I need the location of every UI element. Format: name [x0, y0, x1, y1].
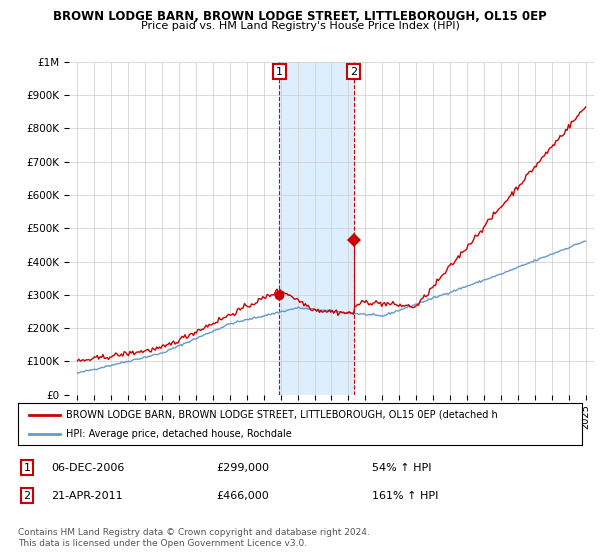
Text: 2: 2 [23, 491, 31, 501]
Text: 06-DEC-2006: 06-DEC-2006 [51, 463, 124, 473]
Text: HPI: Average price, detached house, Rochdale: HPI: Average price, detached house, Roch… [66, 429, 292, 439]
Text: 1: 1 [276, 67, 283, 77]
Text: 2: 2 [350, 67, 357, 77]
Text: Price paid vs. HM Land Registry's House Price Index (HPI): Price paid vs. HM Land Registry's House … [140, 21, 460, 31]
Text: BROWN LODGE BARN, BROWN LODGE STREET, LITTLEBOROUGH, OL15 0EP: BROWN LODGE BARN, BROWN LODGE STREET, LI… [53, 10, 547, 23]
Text: £299,000: £299,000 [216, 463, 269, 473]
Text: 1: 1 [23, 463, 31, 473]
Text: 54% ↑ HPI: 54% ↑ HPI [372, 463, 431, 473]
Text: 161% ↑ HPI: 161% ↑ HPI [372, 491, 439, 501]
Text: BROWN LODGE BARN, BROWN LODGE STREET, LITTLEBOROUGH, OL15 0EP (detached h: BROWN LODGE BARN, BROWN LODGE STREET, LI… [66, 409, 497, 419]
Text: 21-APR-2011: 21-APR-2011 [51, 491, 122, 501]
Text: £466,000: £466,000 [216, 491, 269, 501]
Text: Contains HM Land Registry data © Crown copyright and database right 2024.: Contains HM Land Registry data © Crown c… [18, 528, 370, 536]
Bar [280, 62, 353, 395]
Text: This data is licensed under the Open Government Licence v3.0.: This data is licensed under the Open Gov… [18, 539, 307, 548]
